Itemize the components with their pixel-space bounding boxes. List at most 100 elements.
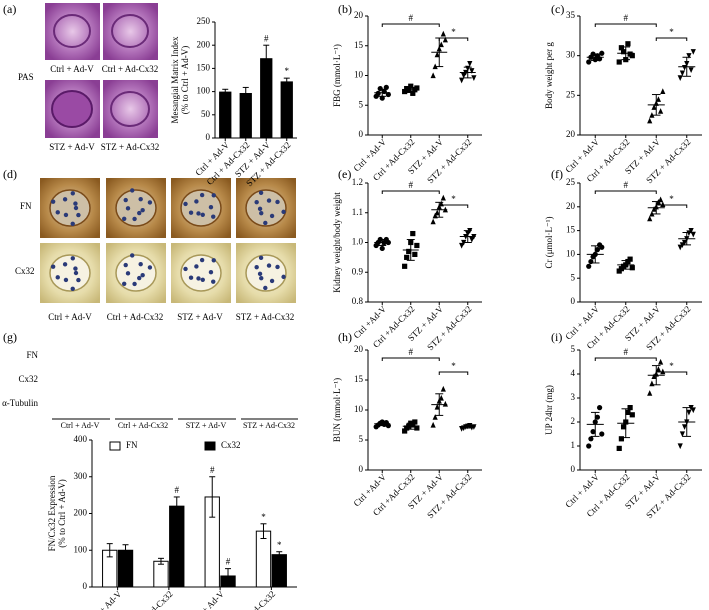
y-axis-label: FN/Cx32 Expression — [47, 475, 57, 551]
data-point — [402, 263, 408, 269]
x-tick-label: Ctrl + Ad-V — [86, 588, 124, 610]
nucleus — [199, 192, 205, 198]
data-point — [627, 405, 633, 411]
data-point — [690, 49, 696, 55]
nucleus — [63, 277, 69, 283]
data-point — [660, 368, 666, 375]
nucleus — [125, 206, 131, 211]
y-tick-label: 1.2 — [352, 177, 363, 187]
data-point — [379, 245, 385, 252]
data-point — [402, 88, 408, 95]
lane-caption: STZ + Ad-V — [186, 421, 227, 430]
image-caption: Ctrl + Ad-V — [50, 64, 94, 74]
y-tick-label: 10 — [354, 404, 364, 414]
data-point — [461, 239, 467, 246]
data-point — [599, 431, 605, 437]
significance-label: * — [669, 361, 674, 371]
nucleus — [62, 197, 68, 202]
y-tick-label: 20 — [354, 10, 364, 20]
y-tick-label: 0 — [206, 132, 211, 142]
nucleus — [257, 206, 263, 212]
data-point — [434, 403, 440, 410]
y-tick-label: 15 — [566, 225, 576, 235]
data-point — [677, 75, 683, 81]
significance-label: * — [261, 512, 266, 522]
significance-label: # — [409, 347, 414, 357]
lane-caption: Ctrl + Ad-V — [61, 421, 100, 430]
nucleus — [132, 216, 137, 222]
data-point — [679, 242, 685, 248]
data-point — [442, 36, 448, 43]
y-tick-label: 15 — [354, 374, 364, 384]
data-point — [430, 72, 436, 79]
data-point — [658, 196, 664, 203]
y-tick-label: 1.0 — [352, 237, 364, 247]
significance-label: # — [226, 557, 231, 567]
nucleus — [263, 285, 268, 291]
significance-bracket — [438, 371, 469, 375]
data-point — [649, 210, 655, 217]
bar — [169, 505, 185, 588]
nucleus — [258, 190, 264, 195]
nucleus — [50, 264, 56, 269]
nucleus — [196, 276, 201, 281]
x-tick-label: STZ + Ad-V — [187, 588, 227, 610]
data-point — [440, 30, 446, 37]
data-point — [442, 400, 448, 407]
data-point — [586, 443, 592, 449]
data-point — [414, 85, 420, 91]
data-point — [655, 366, 662, 372]
significance-label: * — [669, 194, 674, 204]
data-point — [471, 75, 477, 81]
y-tick-label: 35 — [566, 10, 576, 20]
data-point — [467, 61, 473, 67]
nucleus — [138, 196, 143, 202]
data-point — [647, 390, 653, 396]
legend-swatch — [109, 441, 121, 451]
nucleus — [55, 275, 60, 280]
y-tick-label: 0.8 — [352, 296, 364, 306]
significance-label: * — [451, 194, 456, 204]
y-tick-label: 3 — [571, 392, 576, 402]
nucleus — [122, 216, 127, 222]
y-tick-label: 0 — [571, 296, 576, 306]
data-point — [677, 244, 683, 251]
row-label: Cx32 — [15, 266, 35, 276]
nucleus — [70, 256, 75, 261]
data-point — [410, 230, 416, 237]
data-point — [686, 53, 692, 59]
nucleus — [123, 262, 128, 268]
bar — [219, 91, 232, 138]
significance-label: * — [669, 27, 674, 37]
image-caption: STZ + Ad-Cx32 — [101, 142, 160, 152]
row-label: FN — [26, 350, 38, 360]
y-tick-label: 0 — [359, 464, 364, 474]
y-tick-label: 25 — [566, 89, 576, 99]
nucleus — [137, 275, 142, 281]
y-axis-label: (% to Ctrl + Ad-V) — [57, 479, 67, 548]
nucleus — [196, 211, 201, 216]
y-tick-label: 1.1 — [352, 207, 363, 217]
data-point — [599, 50, 605, 56]
y-tick-label: 400 — [74, 434, 88, 444]
nucleus — [140, 207, 145, 213]
y-tick-label: 15 — [354, 40, 364, 50]
glomerulus — [245, 189, 287, 227]
data-point — [414, 425, 420, 431]
nucleus — [130, 188, 135, 193]
y-axis-label: (% to Ctrl + Ad-V) — [180, 46, 190, 115]
data-point — [620, 49, 627, 55]
nucleus — [194, 264, 199, 269]
bar — [153, 560, 169, 588]
data-point — [412, 251, 418, 257]
y-tick-label: 0.9 — [352, 266, 364, 276]
data-point — [651, 104, 657, 110]
data-point — [647, 117, 653, 124]
glomerulus — [49, 189, 91, 227]
data-point — [677, 443, 683, 450]
nucleus — [55, 210, 60, 215]
nucleus — [275, 264, 280, 270]
data-point — [686, 230, 692, 237]
data-point — [402, 428, 408, 434]
data-point — [660, 201, 666, 208]
